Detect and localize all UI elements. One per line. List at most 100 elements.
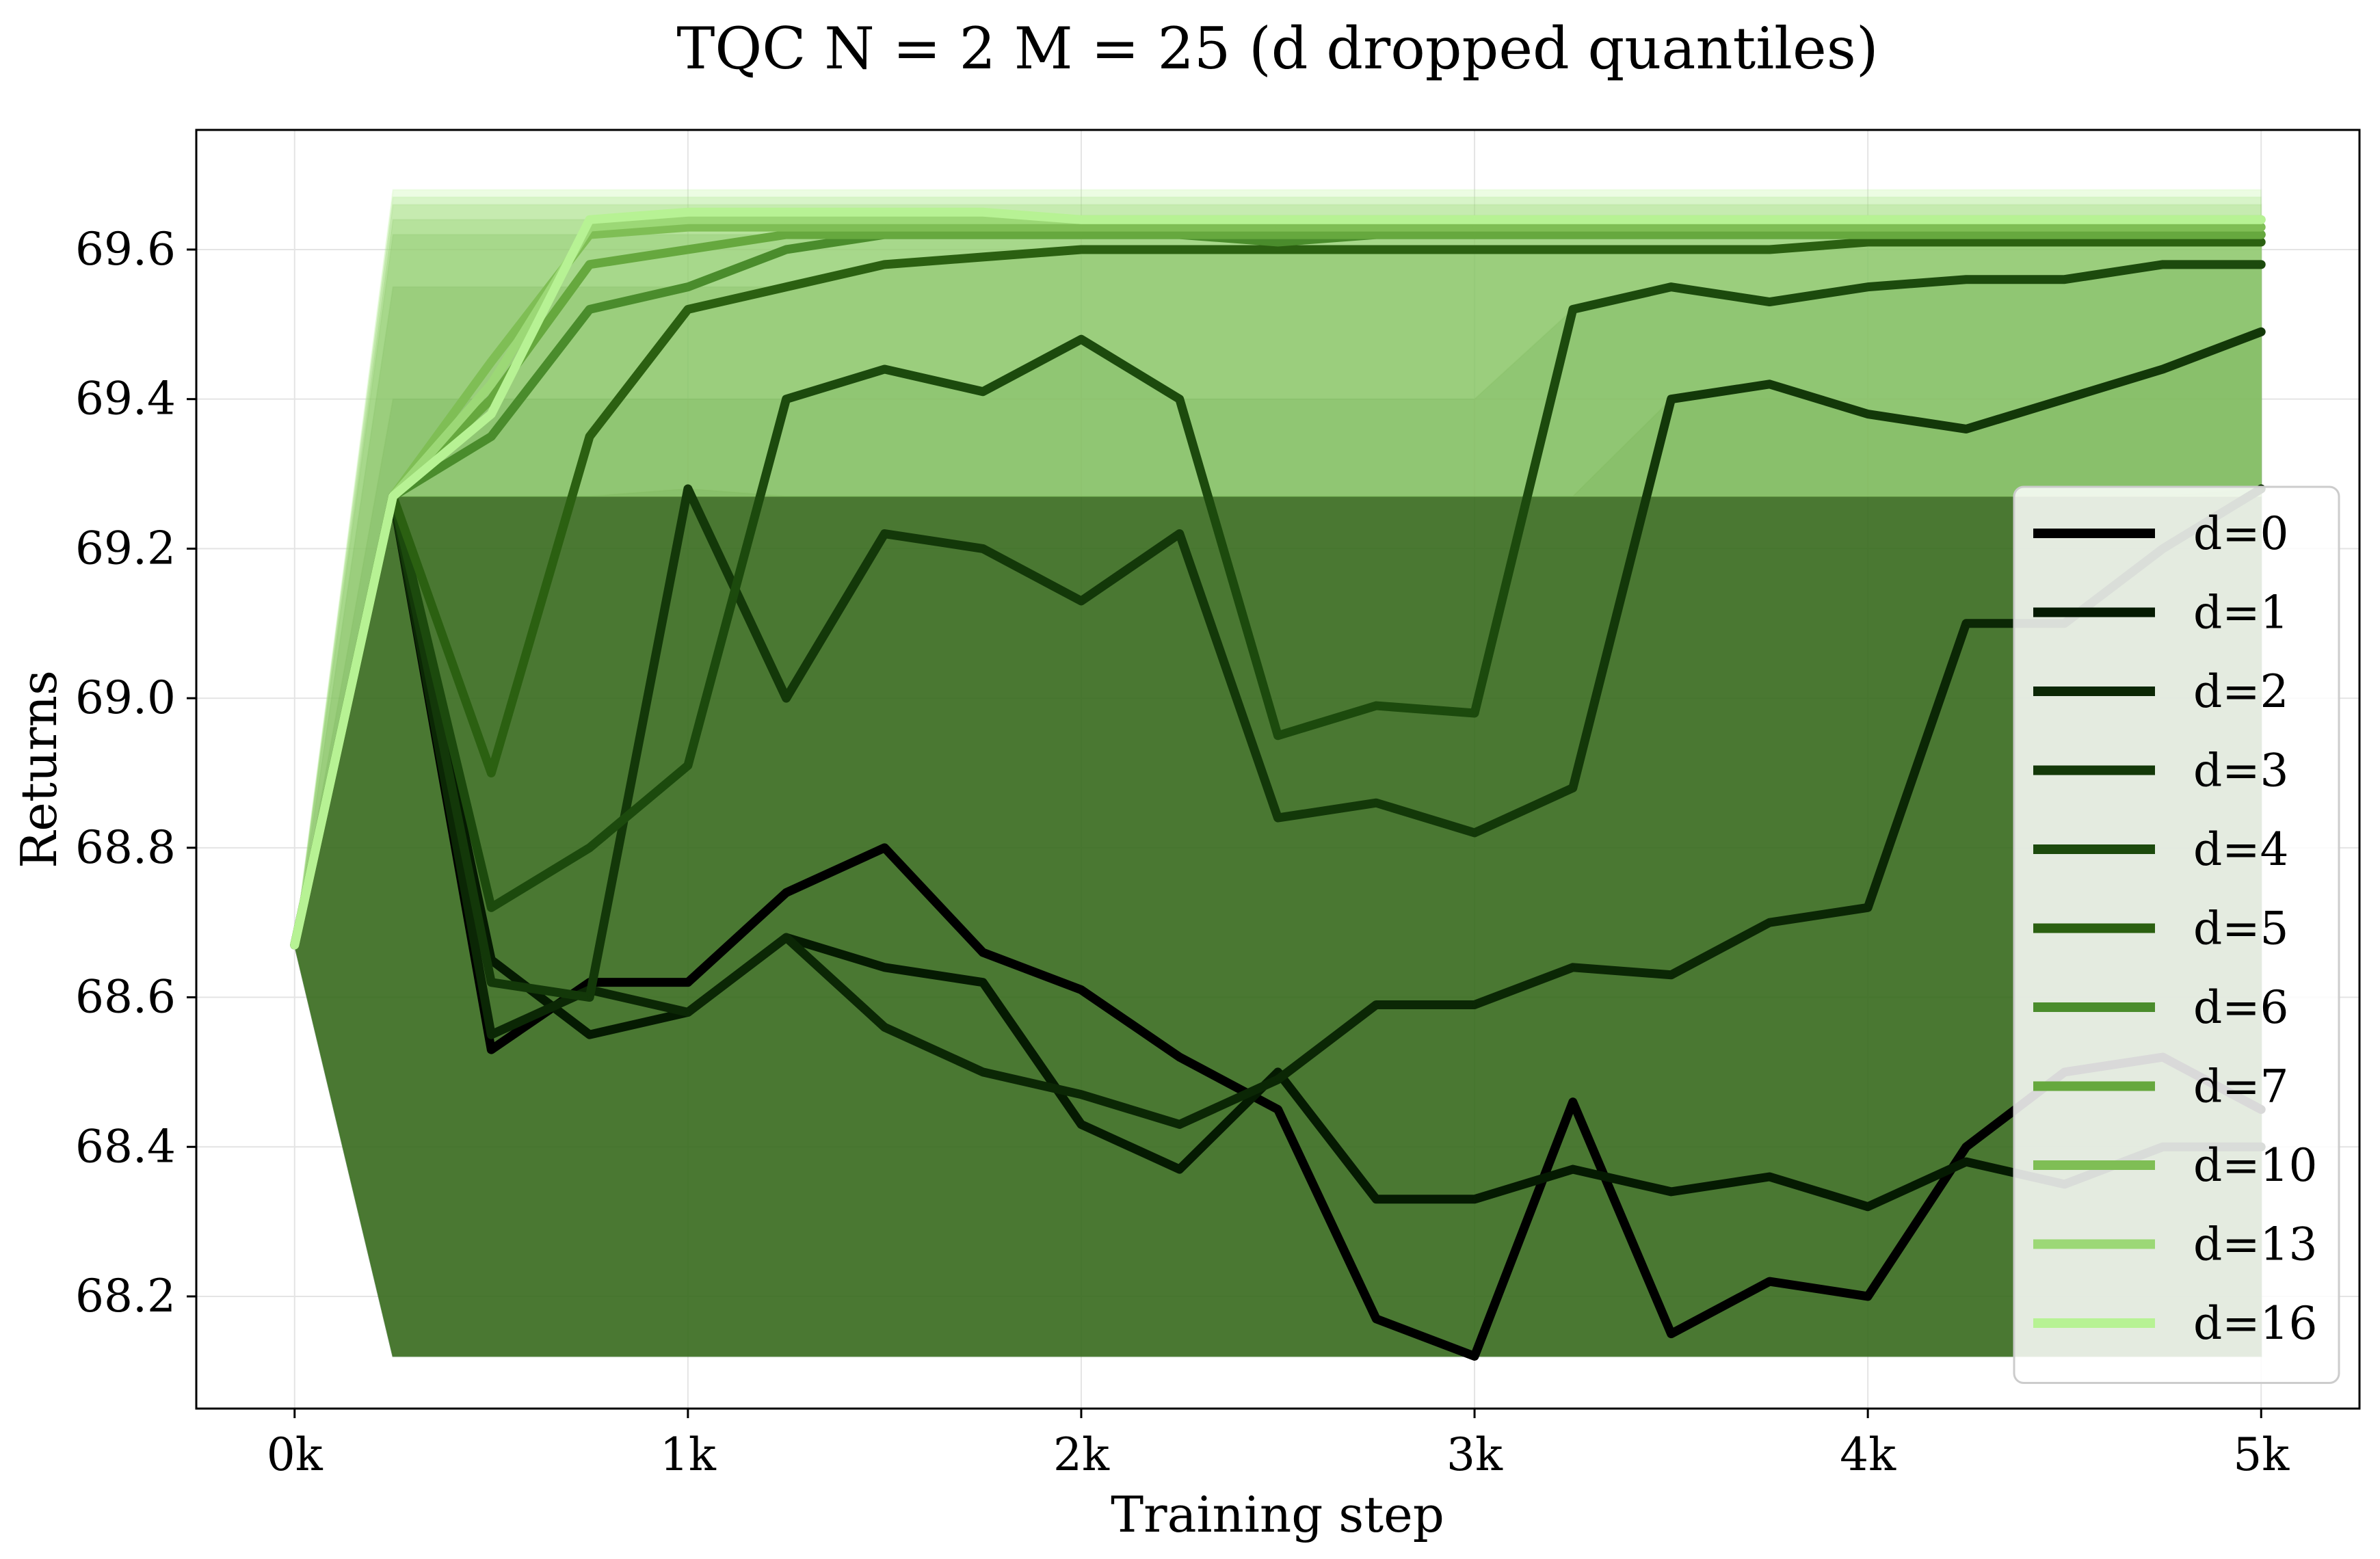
data-point-d=5 [1669,247,1674,252]
data-point-d=0 [685,980,690,985]
data-point-d=16 [981,210,986,215]
data-point-d=6 [587,307,592,312]
y-tick-label: 68.2 [75,1270,176,1322]
data-point-d=16 [1570,217,1575,222]
data-point-d=13 [784,217,789,222]
data-point-d=7 [882,232,887,237]
data-point-d=5 [1570,247,1575,252]
data-point-d=5 [1964,240,1968,245]
data-point-d=3 [587,995,592,1000]
data-point-d=0 [1079,987,1083,992]
data-point-d=16 [391,494,395,498]
data-point-d=16 [1767,217,1772,222]
data-point-d=4 [2160,262,2165,267]
legend: d=0 d=1 d=2 d=3 d=4 d=5 d=6 d=7 d=10 d=13 d=16 [2013,485,2340,1384]
data-point-d=16 [1374,217,1379,222]
data-point-d=2 [1177,1122,1182,1127]
data-point-d=3 [2160,367,2165,371]
data-point-d=10 [882,225,887,230]
data-point-d=10 [784,225,789,230]
data-point-d=4 [981,389,986,394]
data-point-d=0 [882,845,887,850]
data-point-d=5 [1079,247,1083,252]
x-tick-label: 5k [2233,1428,2290,1481]
legend-label: d=7 [2193,1061,2289,1113]
data-point-d=3 [882,531,887,536]
data-point-d=16 [1866,217,1870,222]
y-tick-label: 68.4 [75,1120,176,1173]
data-point-d=7 [1177,232,1182,237]
data-point-d=10 [981,225,986,230]
confidence-bands [293,189,2262,1357]
y-tick-label: 69.6 [75,223,176,276]
data-point-d=10 [489,360,494,364]
data-point-d=16 [1177,217,1182,222]
data-point-d=16 [489,412,494,416]
data-point-d=5 [587,434,592,439]
data-point-d=1 [1866,1204,1870,1209]
data-point-d=5 [2062,240,2067,245]
data-point-d=7 [2160,232,2165,237]
data-point-d=16 [1079,217,1083,222]
data-point-d=6 [685,284,690,289]
data-point-d=2 [1669,972,1674,977]
data-point-d=0 [1570,1100,1575,1104]
data-point-d=4 [1079,337,1083,342]
data-point-d=7 [1866,232,1870,237]
data-point-d=1 [587,1032,592,1037]
data-point-d=1 [1767,1174,1772,1179]
data-point-d=5 [784,284,789,289]
legend-label: d=6 [2193,981,2289,1034]
data-point-d=7 [489,397,494,401]
data-point-d=3 [1275,816,1280,821]
data-point-d=7 [1964,232,1968,237]
data-point-d=0 [1472,1354,1477,1359]
data-point-d=13 [489,382,494,386]
data-point-d=1 [1570,1167,1575,1172]
data-point-d=13 [685,217,690,222]
data-point-d=2 [685,1010,690,1015]
data-point-d=4 [587,845,592,850]
data-point-d=5 [2259,240,2264,245]
data-point-d=3 [981,546,986,551]
data-point-d=7 [1767,232,1772,237]
legend-label: d=0 [2193,507,2289,560]
data-point-d=4 [685,763,690,768]
data-point-d=7 [2259,232,2264,237]
data-point-d=16 [784,210,789,215]
data-point-d=4 [1472,710,1477,715]
y-tick-label: 69.4 [75,373,176,425]
data-point-d=16 [292,942,297,947]
data-point-d=2 [1275,1077,1280,1082]
data-point-d=3 [1570,786,1575,790]
data-point-d=3 [489,980,494,985]
data-point-d=4 [489,905,494,910]
data-point-d=16 [685,210,690,215]
x-tick-label: 1k [660,1428,717,1481]
data-point-d=6 [784,247,789,252]
data-point-d=0 [1964,1145,1968,1149]
data-point-d=3 [1079,598,1083,603]
data-point-d=3 [1767,382,1772,386]
data-point-d=0 [1767,1279,1772,1284]
data-point-d=4 [1866,284,1870,289]
data-point-d=3 [2259,330,2264,334]
data-point-d=2 [1964,621,1968,626]
y-tick-label: 68.6 [75,971,176,1024]
data-point-d=16 [882,210,887,215]
data-point-d=1 [1374,1197,1379,1201]
data-point-d=4 [1374,704,1379,708]
legend-box [2013,485,2340,1384]
y-tick-label: 68.8 [75,821,176,874]
y-tick-label: 69.0 [75,671,176,724]
data-point-d=10 [1570,225,1575,230]
data-point-d=2 [1570,965,1575,970]
data-point-d=5 [882,262,887,267]
data-point-d=1 [1177,1167,1182,1172]
data-point-d=0 [1177,1055,1182,1060]
data-point-d=0 [489,1048,494,1052]
data-point-d=1 [1964,1160,1968,1164]
data-point-d=3 [1964,427,1968,431]
data-point-d=10 [1472,225,1477,230]
data-point-d=13 [981,217,986,222]
